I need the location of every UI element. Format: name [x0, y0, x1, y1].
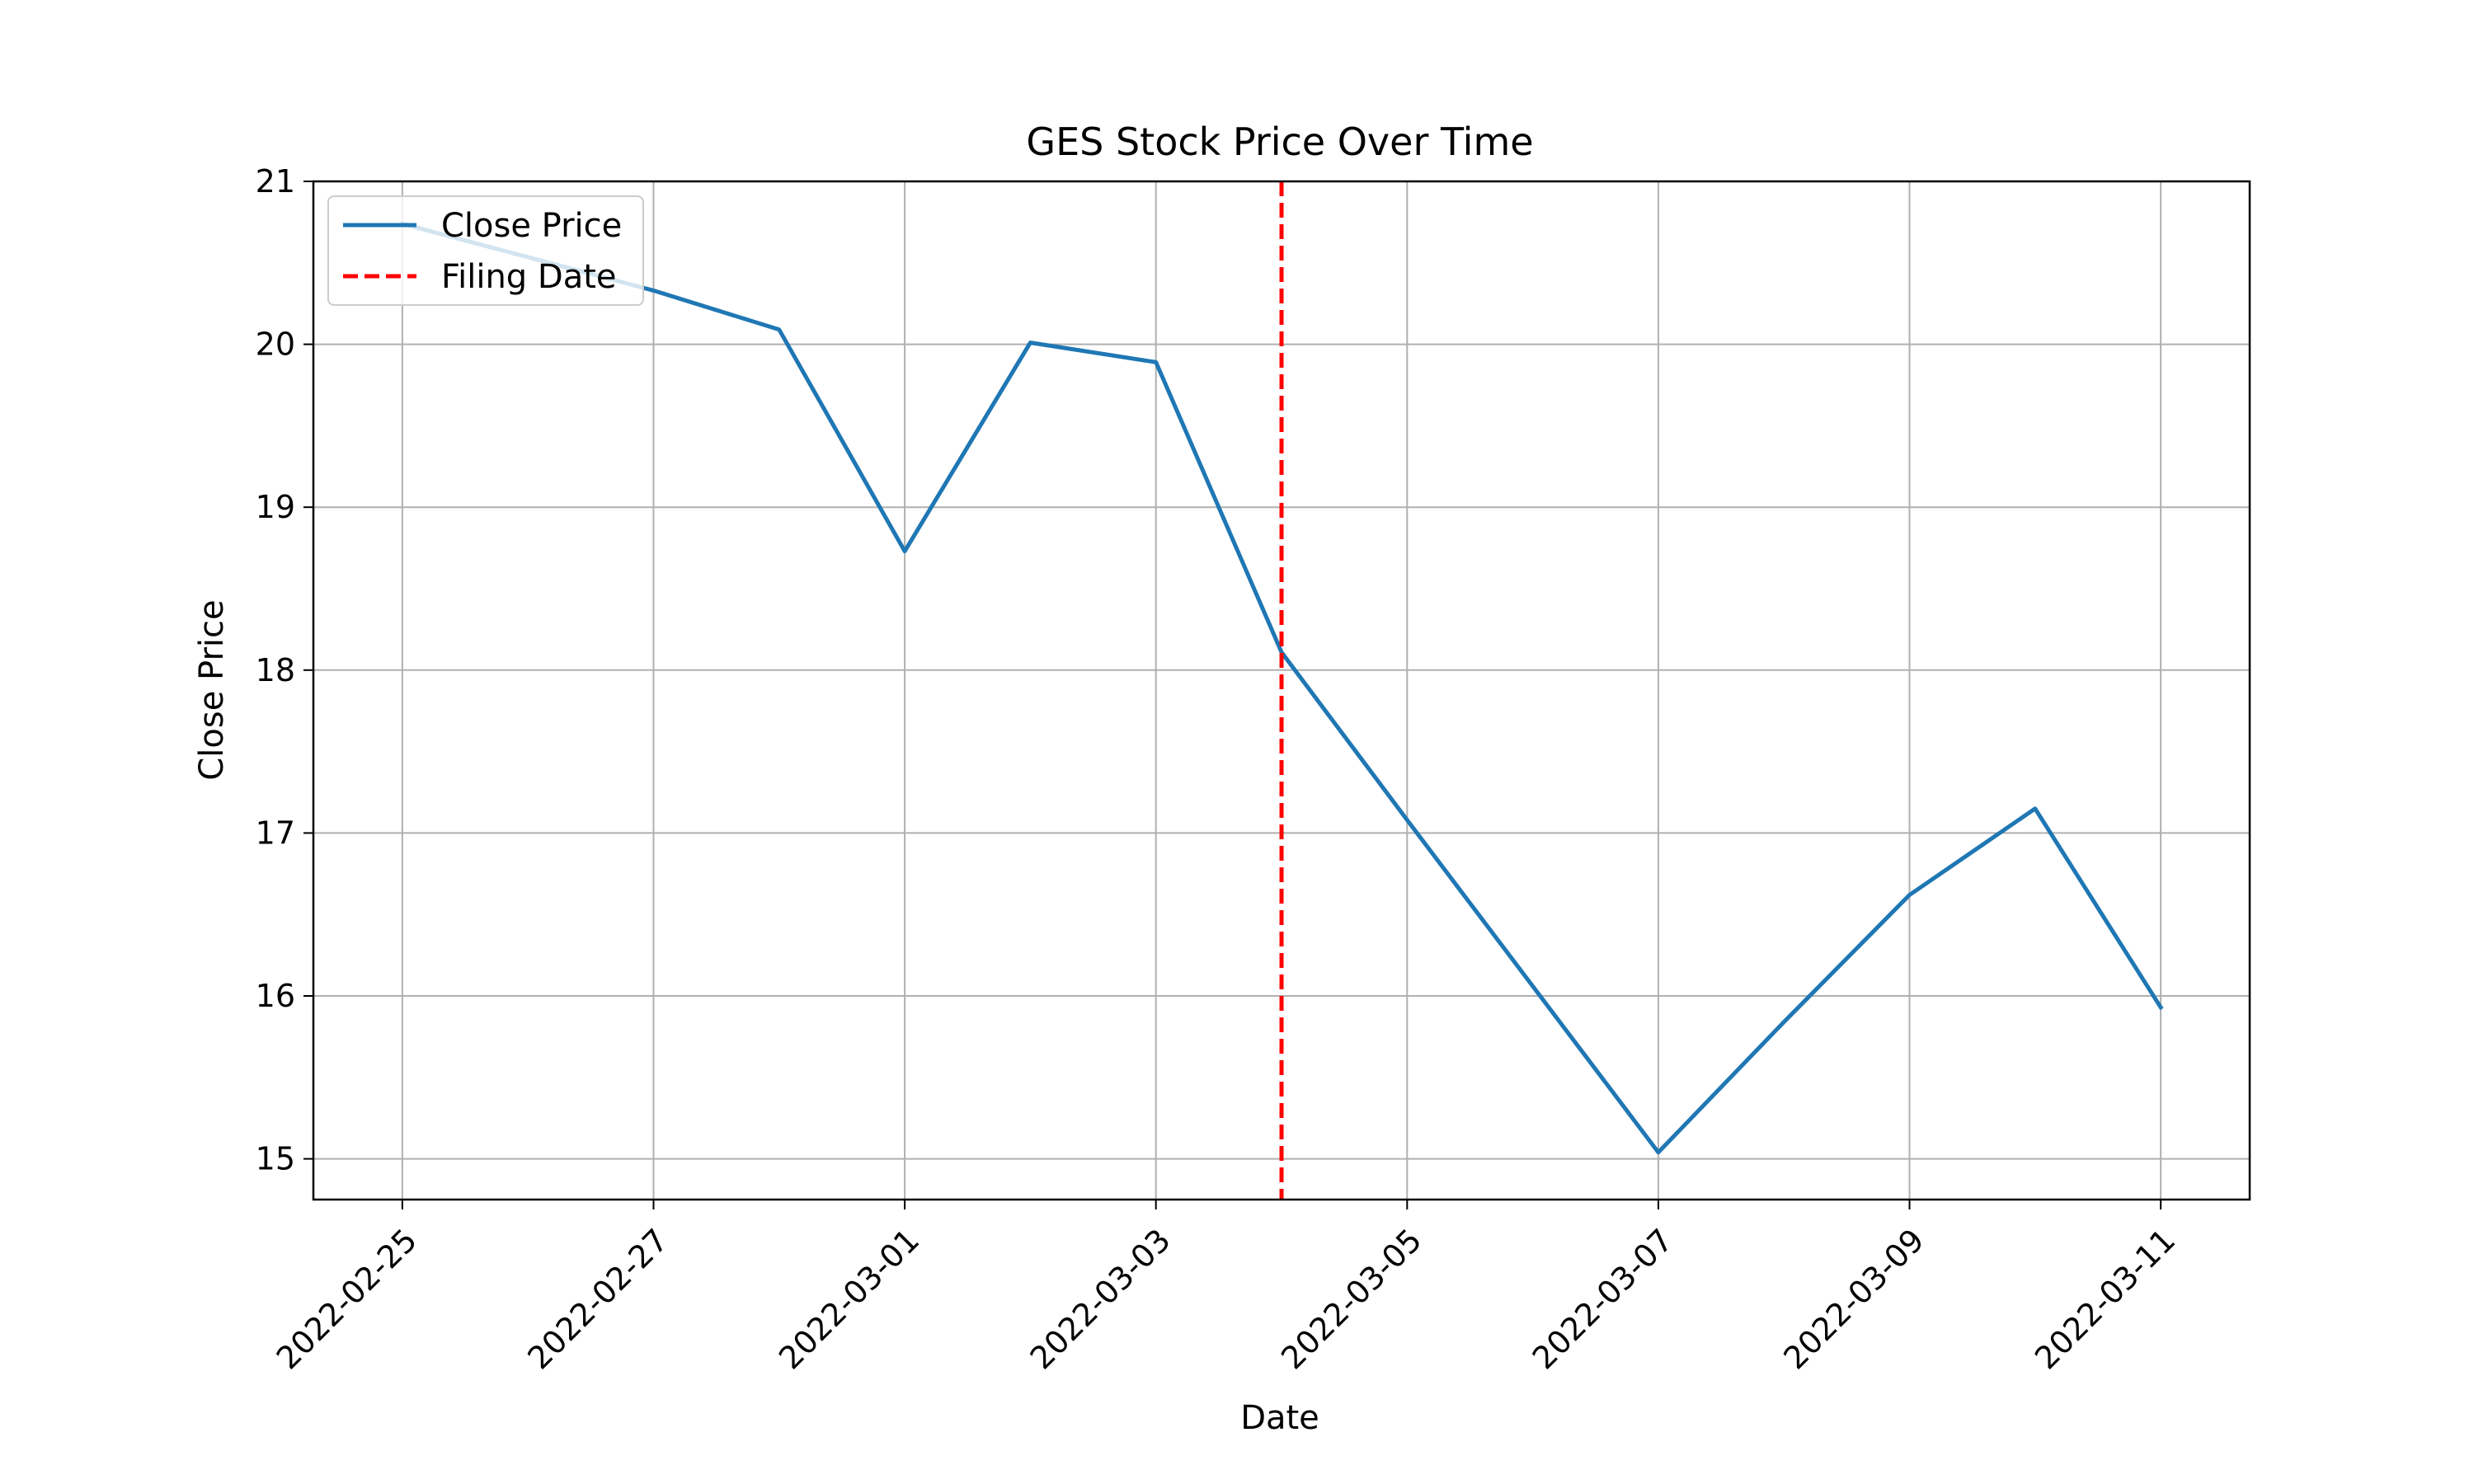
series-layer: [399, 221, 2164, 1155]
y-tick-label: 21: [256, 163, 295, 200]
plot-frame: [312, 180, 2251, 1201]
y-axis: 15 16 17 18 19 20 21: [256, 163, 313, 1177]
chart-title: GES Stock Price Over Time: [1026, 120, 1533, 164]
y-axis-label: Close Price: [193, 599, 231, 780]
y-tick-label: 17: [256, 815, 295, 851]
y-tick-label: 19: [256, 489, 295, 525]
x-axis-label: Date: [1240, 1399, 1319, 1437]
y-tick-label: 15: [256, 1141, 295, 1177]
legend: Close Price Filing Date: [327, 195, 644, 306]
legend-label-filing-date: Filing Date: [441, 258, 617, 296]
legend-label-close-price: Close Price: [441, 207, 622, 245]
y-tick-label: 18: [256, 652, 295, 688]
y-tick-label: 16: [256, 978, 295, 1014]
y-tick-label: 20: [256, 326, 295, 363]
series-line-close-price: [399, 221, 2164, 1155]
